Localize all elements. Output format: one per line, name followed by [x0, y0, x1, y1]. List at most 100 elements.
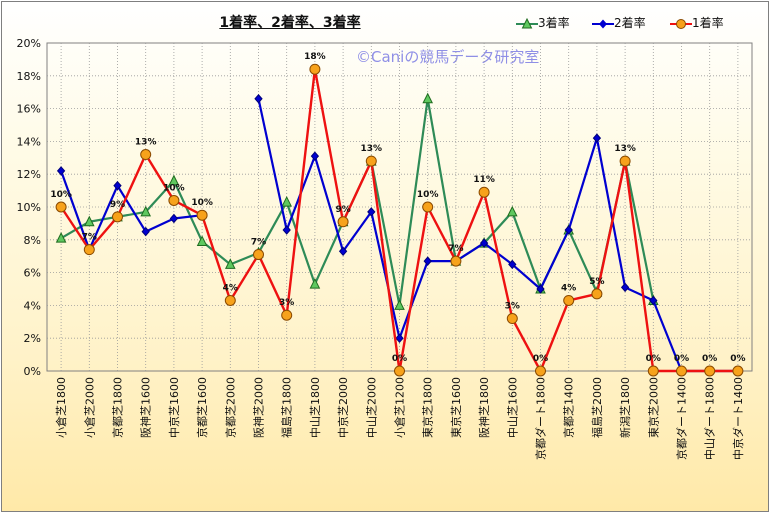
y-tick-label: 16%	[17, 103, 41, 116]
x-tick-label: 中山芝1800	[309, 377, 322, 438]
legend-marker-1st	[670, 18, 692, 29]
marker-diamond	[113, 180, 122, 191]
marker-diamond	[592, 133, 602, 143]
marker-circle	[732, 365, 744, 377]
marker-circle	[281, 309, 293, 321]
x-tick-label: 中京ダート1400	[731, 377, 745, 460]
chart-title: 1着率、2着率、3着率	[219, 15, 361, 31]
x-tick-label: 阪神芝1800	[477, 377, 491, 438]
marker-circle	[704, 365, 716, 377]
marker-diamond	[508, 259, 517, 270]
marker-circle	[647, 365, 659, 377]
x-tick-label: 京都芝1800	[111, 377, 125, 438]
data-label: 7%	[82, 233, 97, 243]
marker-circle	[676, 365, 687, 377]
data-label: 0%	[646, 354, 661, 364]
marker-diamond	[338, 246, 348, 257]
marker-circle	[591, 288, 603, 300]
x-tick-label: 東京芝2000	[646, 377, 660, 438]
data-label: 0%	[533, 354, 548, 364]
marker-diamond	[649, 295, 658, 306]
legend-item-1st: 1着率	[670, 14, 724, 30]
marker-diamond	[367, 207, 376, 217]
marker-diamond	[423, 256, 432, 266]
data-label: 3%	[505, 302, 520, 312]
legend-label-1st: 1着率	[692, 16, 724, 30]
marker-circle	[253, 249, 264, 261]
data-label: 10%	[163, 183, 185, 193]
data-label: 10%	[50, 190, 72, 200]
marker-diamond	[254, 94, 263, 104]
data-label: 4%	[561, 283, 576, 293]
x-tick-label: 京都芝1400	[562, 377, 576, 438]
x-tick-label: 東京芝1800	[421, 377, 435, 438]
x-tick-label: 中山ダート1800	[703, 377, 717, 460]
data-label: 0%	[392, 354, 407, 364]
y-tick-label: 10%	[17, 201, 41, 214]
series-line-2	[60, 170, 203, 251]
x-tick-label: 京都ダート1800	[534, 377, 548, 460]
marker-triangle	[506, 205, 518, 217]
marker-triangle	[422, 92, 434, 104]
x-tick-label: 福島芝2000	[590, 377, 604, 438]
x-tick-label: 京都ダート1400	[675, 377, 689, 460]
x-tick-label: 中京芝1600	[167, 377, 181, 438]
y-tick-label: 6%	[24, 267, 41, 280]
marker-circle	[450, 255, 462, 267]
x-tick-label: 新潟芝1800	[618, 377, 632, 438]
marker-diamond	[564, 225, 573, 235]
x-tick-label: 福島芝1800	[280, 377, 294, 438]
marker-circle	[196, 209, 208, 221]
y-tick-label: 2%	[24, 332, 41, 345]
x-tick-label: 京都芝1600	[195, 377, 209, 438]
data-label: 11%	[473, 175, 495, 185]
x-tick-label: 東京芝1600	[449, 377, 463, 438]
marker-triangle	[224, 258, 236, 269]
marker-triangle	[83, 215, 95, 227]
x-tick-label: 中京芝2000	[336, 377, 350, 438]
legend-label-3rd: 3着率	[538, 16, 570, 30]
data-label: 0%	[674, 354, 689, 364]
x-tick-label: 中山芝2000	[365, 377, 378, 438]
data-label: 13%	[361, 144, 383, 154]
marker-diamond	[620, 282, 630, 293]
data-label: 13%	[135, 138, 157, 148]
x-tick-label: 中山芝1600	[506, 377, 519, 438]
marker-circle	[563, 294, 575, 306]
legend-item-2nd: 2着率	[592, 14, 646, 30]
marker-diamond	[536, 284, 545, 294]
data-label: 7%	[251, 238, 266, 248]
marker-circle	[365, 155, 377, 167]
marker-diamond	[395, 333, 404, 343]
data-label: 5%	[589, 277, 604, 287]
y-tick-label: 14%	[17, 135, 41, 148]
data-label: 9%	[335, 205, 350, 215]
y-tick-label: 8%	[24, 234, 41, 247]
data-label: 4%	[223, 283, 238, 293]
data-label: 18%	[304, 52, 326, 62]
marker-triangle	[281, 195, 293, 207]
marker-diamond	[56, 166, 66, 176]
x-tick-label: 小倉芝2000	[82, 377, 96, 438]
marker-circle	[224, 294, 236, 306]
marker-circle	[112, 211, 123, 223]
marker-circle	[83, 244, 95, 256]
marker-triangle	[196, 235, 208, 246]
data-label: 10%	[191, 198, 213, 208]
x-tick-label: 京都芝2000	[223, 377, 237, 438]
marker-circle	[619, 155, 631, 167]
marker-triangle	[168, 174, 180, 186]
data-label: 13%	[614, 144, 636, 154]
legend-item-3rd: 3着率	[516, 14, 570, 30]
legend-marker-2nd	[592, 19, 614, 28]
data-label: 7%	[448, 244, 463, 254]
marker-circle	[309, 63, 321, 75]
marker-diamond	[169, 213, 179, 224]
marker-diamond	[310, 151, 320, 161]
y-tick-label: 12%	[17, 168, 41, 181]
marker-circle	[55, 201, 67, 213]
y-tick-label: 20%	[17, 37, 41, 50]
marker-circle	[478, 186, 490, 198]
marker-circle	[506, 313, 518, 325]
